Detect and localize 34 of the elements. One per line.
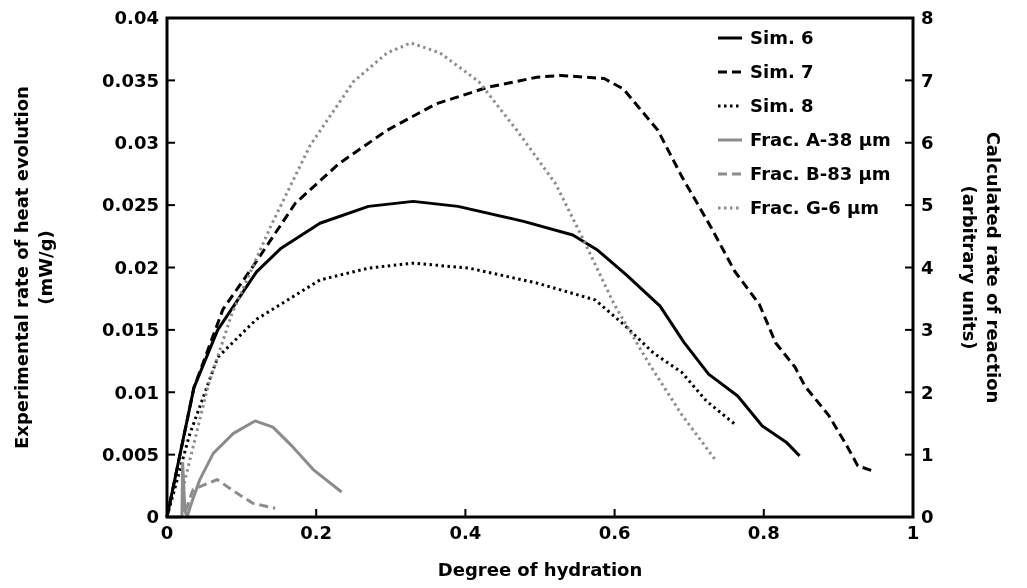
- y2-axis-title: Calculated rate of reaction (arbitrary units): [959, 131, 1004, 404]
- x-tick-label: 0.6: [598, 522, 631, 543]
- x-tick-label: 0.2: [300, 522, 333, 543]
- x-tick-label: 0.8: [747, 522, 780, 543]
- y2-tick-label: 3: [921, 319, 934, 341]
- y2-tick-label: 5: [921, 194, 934, 216]
- y2-tick-label: 8: [921, 7, 934, 29]
- y2-tick-label: 7: [921, 69, 934, 91]
- y-tick-label: 0.03: [114, 132, 159, 154]
- y2-tick-label: 2: [921, 381, 934, 403]
- line-series: [184, 478, 277, 513]
- legend-label: Frac. A-38 µm: [750, 129, 891, 151]
- y2-tick-label: 0: [921, 506, 934, 528]
- y2-tick-label: 6: [921, 132, 934, 154]
- legend-label: Sim. 8: [750, 95, 814, 117]
- y-tick-label: 0.015: [102, 319, 159, 341]
- y2-tick-label: 1: [921, 443, 934, 465]
- y-tick-label: 0.01: [114, 381, 159, 403]
- x-axis-title: Degree of hydration: [437, 559, 643, 580]
- x-tick-label: 0.4: [449, 522, 482, 543]
- x-tick-label: 0: [160, 522, 174, 543]
- y-tick-label: 0.02: [114, 256, 159, 278]
- x-tick-label: 1: [906, 522, 920, 543]
- y-tick-label: 0.005: [102, 443, 159, 465]
- legend-label: Frac. B-83 µm: [750, 163, 891, 185]
- y-tick-label: 0.04: [114, 7, 159, 29]
- legend-label: Sim. 7: [750, 61, 814, 83]
- legend-label: Frac. G-6 µm: [750, 197, 879, 219]
- y-tick-label: 0.035: [102, 69, 159, 91]
- y-tick-label: 0.025: [102, 194, 159, 216]
- y-tick-label: 0: [146, 506, 159, 528]
- y2-tick-label: 4: [921, 256, 934, 278]
- legend-label: Sim. 6: [750, 27, 814, 49]
- y-axis-title: Experimental rate of heat evolution (mW/g): [11, 86, 56, 449]
